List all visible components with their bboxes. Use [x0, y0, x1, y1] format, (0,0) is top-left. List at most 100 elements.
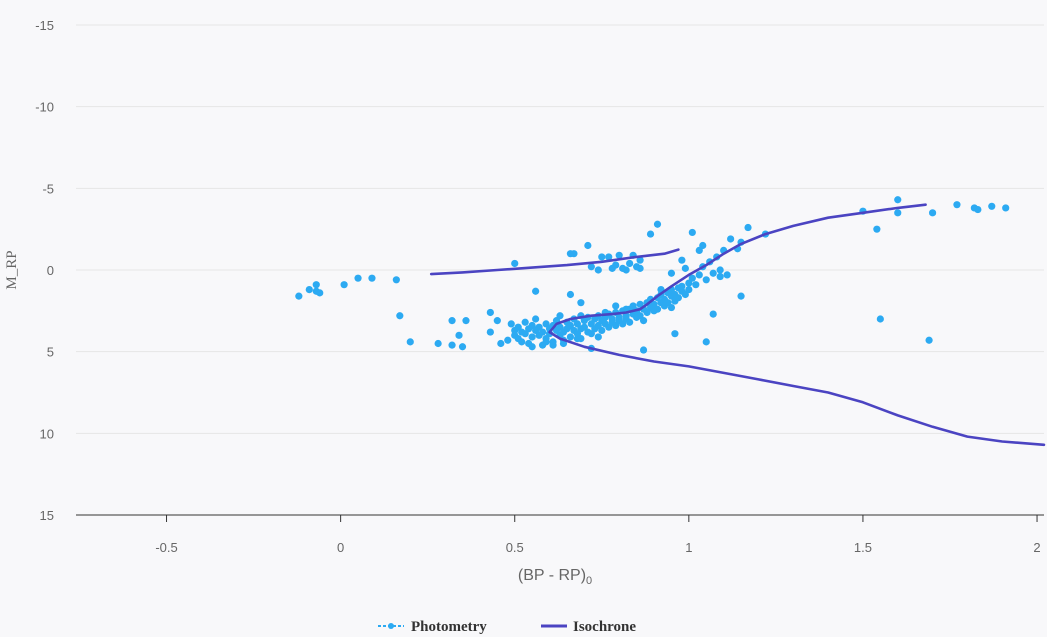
photometry-point[interactable]: [462, 317, 470, 325]
photometry-point[interactable]: [584, 241, 592, 250]
photometry-point[interactable]: [542, 338, 550, 346]
photometry-point[interactable]: [702, 276, 710, 284]
photometry-point[interactable]: [974, 205, 982, 214]
photometry-point[interactable]: [354, 274, 362, 282]
photometry-point[interactable]: [702, 338, 710, 346]
photometry-point[interactable]: [667, 303, 676, 312]
photometry-point[interactable]: [566, 333, 575, 341]
photometry-point[interactable]: [639, 317, 648, 325]
photometry-point[interactable]: [744, 223, 752, 232]
photometry-point[interactable]: [497, 339, 505, 348]
photometry-point[interactable]: [392, 276, 400, 284]
photometry-point[interactable]: [295, 292, 303, 300]
photometry-point[interactable]: [316, 289, 324, 297]
isochrone-line[interactable]: [429, 203, 1046, 447]
photometry-point[interactable]: [636, 256, 644, 264]
photometry-point[interactable]: [626, 318, 634, 326]
photometry-point[interactable]: [692, 281, 700, 289]
x-tick-label: 2: [1033, 540, 1040, 555]
photometry-point[interactable]: [876, 315, 884, 323]
photometry-point[interactable]: [737, 292, 745, 300]
photometry-point[interactable]: [678, 282, 686, 290]
photometry-point[interactable]: [528, 333, 536, 341]
legend[interactable]: Photometry Isochrone: [378, 619, 636, 635]
photometry-point[interactable]: [507, 320, 515, 328]
photometry-point[interactable]: [455, 331, 463, 339]
photometry-point[interactable]: [406, 338, 414, 346]
photometry-point[interactable]: [1002, 204, 1010, 212]
photometry-point[interactable]: [594, 333, 602, 341]
y-tick-label: 15: [40, 508, 54, 523]
photometry-point[interactable]: [681, 264, 689, 272]
photometry-point[interactable]: [622, 266, 630, 274]
photometry-point[interactable]: [312, 281, 320, 289]
photometry-point[interactable]: [695, 271, 703, 279]
photometry-point[interactable]: [716, 266, 724, 274]
photometry-point[interactable]: [532, 315, 540, 323]
photometry-point[interactable]: [549, 341, 557, 349]
photometry-point[interactable]: [605, 253, 613, 261]
photometry-point[interactable]: [636, 264, 644, 272]
photometry-point[interactable]: [612, 302, 620, 310]
photometry-point[interactable]: [434, 339, 442, 348]
photometry-point[interactable]: [612, 261, 620, 269]
photometry-point[interactable]: [671, 330, 679, 338]
photometry-point[interactable]: [667, 269, 676, 277]
photometry-point[interactable]: [448, 341, 456, 349]
photometry-point[interactable]: [556, 312, 564, 320]
photometry-point[interactable]: [615, 251, 623, 259]
photometry-point[interactable]: [305, 286, 313, 294]
photometry-point[interactable]: [340, 281, 348, 289]
photometry-point[interactable]: [518, 338, 526, 346]
photometry-point[interactable]: [626, 259, 634, 268]
legend-item-isochrone[interactable]: Isochrone: [541, 619, 636, 635]
photometry-point[interactable]: [538, 328, 547, 336]
x-tick-label: 1: [685, 540, 692, 555]
photometry-point[interactable]: [532, 287, 540, 295]
photometry-point[interactable]: [396, 312, 404, 320]
photometry-point[interactable]: [688, 228, 696, 237]
photometry-point[interactable]: [688, 274, 696, 282]
photometry-point[interactable]: [587, 263, 595, 271]
photometry-point[interactable]: [448, 317, 456, 325]
photometry-point[interactable]: [594, 266, 602, 274]
photometry-point[interactable]: [674, 294, 682, 302]
photometry-point[interactable]: [953, 201, 961, 209]
photometry-point[interactable]: [873, 225, 881, 233]
photometry-point[interactable]: [486, 328, 494, 336]
photometry-point[interactable]: [894, 196, 902, 204]
photometry-point[interactable]: [894, 209, 902, 217]
legend-item-photometry[interactable]: Photometry: [378, 619, 487, 635]
photometry-point[interactable]: [928, 209, 937, 217]
photometry-point[interactable]: [639, 346, 648, 354]
photometry-point[interactable]: [493, 317, 501, 325]
photometry-point[interactable]: [685, 286, 693, 294]
photometry-point[interactable]: [925, 336, 933, 344]
photometry-point[interactable]: [504, 336, 512, 344]
photometry-point[interactable]: [598, 326, 606, 335]
photometry-point[interactable]: [528, 343, 536, 351]
photometry-point[interactable]: [709, 269, 717, 277]
photometry-point[interactable]: [573, 335, 582, 343]
photometry-point[interactable]: [716, 272, 724, 281]
x-tick-label: 0: [337, 540, 344, 555]
photometry-point[interactable]: [646, 230, 655, 238]
photometry-point[interactable]: [988, 202, 996, 210]
photometry-point[interactable]: [511, 259, 519, 268]
photometry-point[interactable]: [486, 308, 494, 317]
photometry-point[interactable]: [570, 250, 578, 258]
photometry-point[interactable]: [695, 246, 703, 254]
photometry-point[interactable]: [521, 318, 529, 326]
photometry-point[interactable]: [727, 235, 735, 243]
photometry-point[interactable]: [678, 256, 686, 264]
photometry-point[interactable]: [598, 253, 606, 261]
photometry-series: [295, 196, 1010, 354]
photometry-point[interactable]: [368, 274, 376, 282]
photometry-point[interactable]: [653, 220, 662, 228]
photometry-point[interactable]: [566, 290, 575, 299]
photometry-point[interactable]: [723, 271, 731, 279]
photometry-point[interactable]: [709, 310, 717, 318]
photometry-point[interactable]: [577, 299, 585, 307]
photometry-point[interactable]: [653, 305, 662, 313]
photometry-point[interactable]: [458, 343, 467, 351]
